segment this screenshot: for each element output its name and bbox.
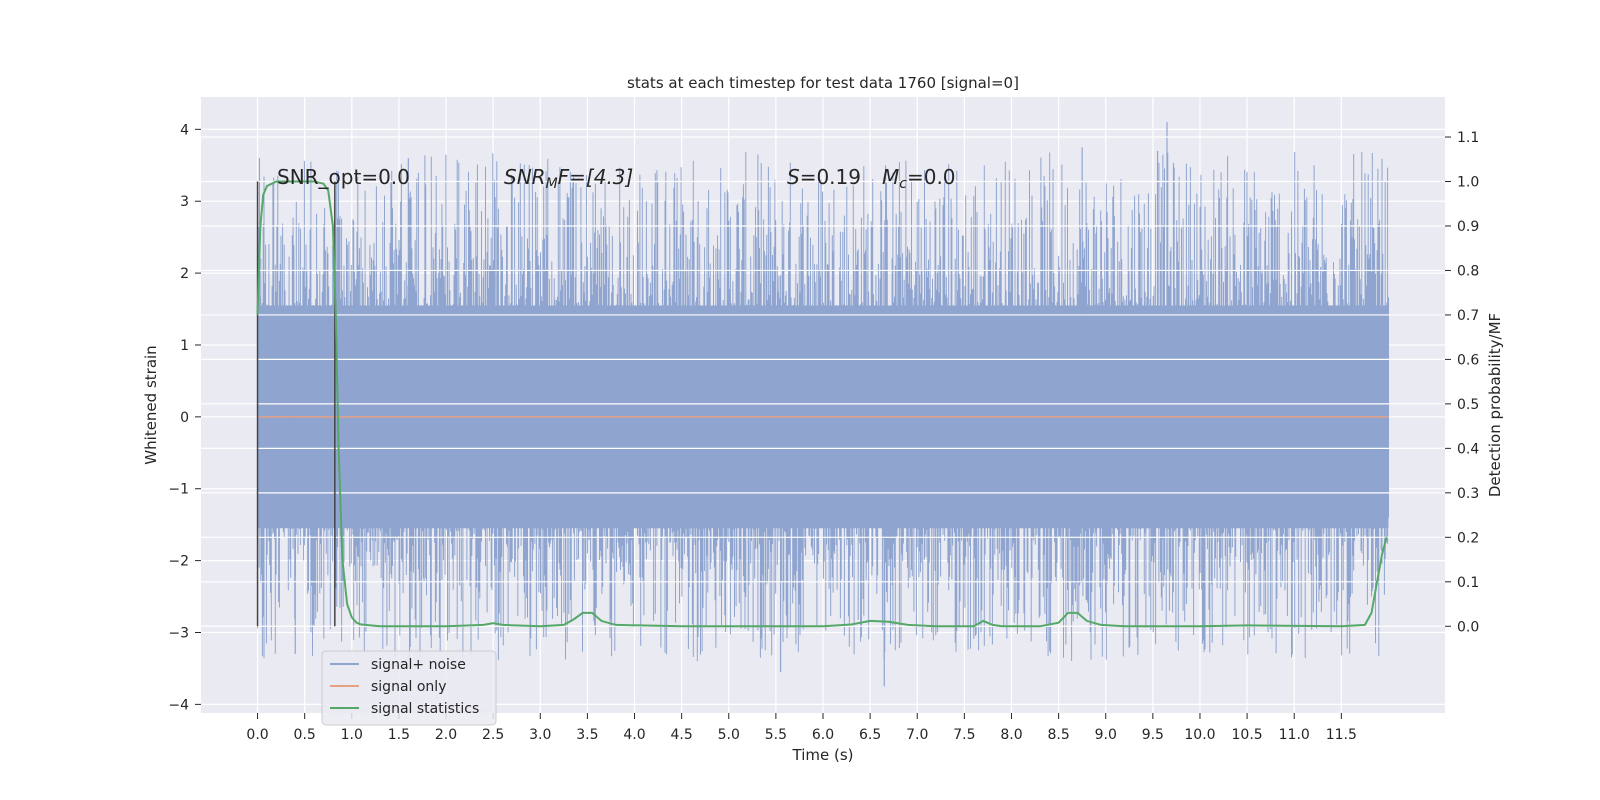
y-right-tick-label: 0.3 — [1457, 486, 1479, 502]
x-tick-label: 4.5 — [671, 727, 693, 743]
annotation-mc: Mc=0.0 — [882, 165, 956, 192]
annotation-s: S=0.19 — [787, 165, 861, 189]
x-ticks: 0.0 0.5 1.0 1.5 2.0 2.5 3.0 3.5 4.0 4.5 5.0 5.5 6.0 6… — [246, 713, 1357, 743]
y-left-tick-label: 3 — [180, 194, 189, 210]
y-left-tick-label: −2 — [168, 554, 189, 570]
x-tick-label: 3.0 — [529, 727, 551, 743]
x-tick-label: 5.5 — [765, 727, 787, 743]
x-tick-label: 6.5 — [859, 727, 881, 743]
x-tick-label: 9.0 — [1095, 727, 1117, 743]
annotation-snr-mf: SNRMF=[4.3] — [504, 165, 633, 192]
x-tick-label: 7.5 — [953, 727, 975, 743]
x-tick-label: 8.0 — [1000, 727, 1022, 743]
legend-label-signal-only: signal only — [371, 679, 446, 695]
y-left-tick-label: −4 — [168, 697, 189, 713]
x-tick-label: 4.0 — [623, 727, 645, 743]
x-tick-label: 0.5 — [294, 727, 316, 743]
legend-label-signal-statistics: signal statistics — [371, 701, 479, 717]
x-tick-label: 6.0 — [812, 727, 834, 743]
x-tick-label: 8.5 — [1047, 727, 1069, 743]
legend-label-signal-noise: signal+ noise — [371, 657, 466, 673]
y-left-tick-label: 4 — [180, 122, 189, 138]
chart-title: stats at each timestep for test data 176… — [627, 74, 1019, 92]
y-right-tick-label: 0.1 — [1457, 575, 1479, 591]
x-tick-label: 0.0 — [246, 727, 268, 743]
x-tick-label: 10.0 — [1184, 727, 1215, 743]
y-left-tick-label: −3 — [168, 625, 189, 641]
x-tick-label: 9.5 — [1142, 727, 1164, 743]
y-right-tick-label: 0.8 — [1457, 263, 1479, 279]
x-tick-label: 11.0 — [1279, 727, 1310, 743]
x-tick-label: 3.5 — [576, 727, 598, 743]
annotation-snr-opt: SNR_opt=0.0 — [277, 165, 410, 189]
y-left-tick-label: 1 — [180, 338, 189, 354]
y-right-tick-label: 0.5 — [1457, 397, 1479, 413]
y-right-axis-label: Detection probability/MF — [1486, 313, 1504, 497]
y-right-tick-label: 0.4 — [1457, 441, 1479, 457]
y-right-tick-label: 0.6 — [1457, 352, 1479, 368]
y-right-tick-label: 0.2 — [1457, 530, 1479, 546]
legend: signal+ noise signal only signal statist… — [321, 650, 497, 726]
y-right-tick-label: 0.0 — [1457, 619, 1479, 635]
x-tick-label: 7.0 — [906, 727, 928, 743]
x-tick-label: 1.0 — [341, 727, 363, 743]
x-tick-label: 5.0 — [718, 727, 740, 743]
y-right-tick-label: 1.1 — [1457, 130, 1479, 146]
x-tick-label: 10.5 — [1232, 727, 1263, 743]
y-right-tick-label: 1.0 — [1457, 175, 1479, 191]
y-right-ticks: 1.1 1.0 0.9 0.8 0.7 0.6 0.5 0.4 0.3 0.2 0.1 0.0 — [1445, 130, 1479, 635]
x-tick-label: 11.5 — [1326, 727, 1357, 743]
x-tick-label: 2.0 — [435, 727, 457, 743]
y-left-tick-label: 0 — [180, 410, 189, 426]
y-right-tick-label: 0.7 — [1457, 308, 1479, 324]
y-right-tick-label: 0.9 — [1457, 219, 1479, 235]
x-axis-label: Time (s) — [792, 746, 854, 764]
y-left-tick-label: 2 — [180, 266, 189, 282]
series-signal-statistics — [256, 180, 1388, 628]
legend-box — [321, 650, 497, 726]
x-tick-label: 2.5 — [482, 727, 504, 743]
y-left-axis-label: Whitened strain — [142, 345, 160, 464]
x-tick-label: 1.5 — [388, 727, 410, 743]
y-left-ticks: 4 3 2 1 0 −1 −2 −3 −4 — [168, 122, 201, 713]
y-left-tick-label: −1 — [168, 482, 189, 498]
